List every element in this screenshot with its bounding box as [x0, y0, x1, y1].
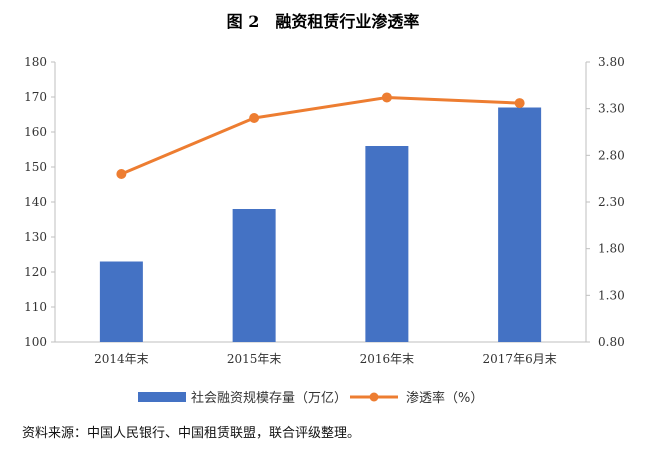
right-tick-label: 0.80 — [598, 335, 625, 349]
left-tick-label: 150 — [24, 160, 47, 174]
left-tick-label: 110 — [24, 300, 47, 314]
line-point — [381, 92, 392, 103]
left-tick-label: 170 — [24, 90, 47, 104]
left-tick-label: 130 — [24, 230, 47, 244]
left-tick-label: 180 — [24, 55, 47, 69]
category-label: 2016年末 — [360, 352, 415, 366]
bar — [99, 261, 143, 342]
source-note: 资料来源：中国人民银行、中国租赁联盟，联合评级整理。 — [22, 426, 360, 441]
category-label: 2015年末 — [227, 352, 282, 366]
legend-line-marker — [369, 392, 379, 402]
chart-title: 图 2 融资租赁行业渗透率 — [227, 12, 420, 31]
left-tick-label: 140 — [24, 195, 47, 209]
bar — [232, 209, 276, 342]
right-tick-label: 2.30 — [598, 195, 625, 209]
line-series — [116, 92, 525, 179]
line-point — [514, 98, 525, 109]
right-tick-label: 1.80 — [598, 242, 625, 256]
line-point — [249, 113, 260, 123]
series-line — [120, 95, 520, 176]
legend-bar-swatch — [138, 392, 186, 402]
legend-line-label: 渗透率（%） — [406, 390, 483, 406]
bar — [365, 146, 409, 342]
category-label: 2014年末 — [94, 352, 149, 366]
left-tick-label: 160 — [24, 125, 47, 139]
category-label: 2017年6月末 — [483, 352, 557, 366]
left-axis-ticks: 180 170 160 150 140 130 120 110 100 — [24, 55, 55, 349]
bar — [498, 107, 542, 342]
right-tick-label: 1.30 — [598, 288, 625, 302]
bar-series — [99, 107, 542, 342]
legend-bar-label: 社会融资规模存量（万亿） — [191, 390, 347, 406]
right-axis-ticks: 3.80 3.30 2.80 2.30 1.80 1.30 0.80 — [586, 55, 625, 349]
right-tick-label: 3.30 — [598, 102, 625, 116]
legend: 社会融资规模存量（万亿） 渗透率（%） — [138, 390, 483, 406]
left-tick-label: 120 — [24, 265, 47, 279]
line-point — [116, 169, 127, 179]
right-tick-label: 2.80 — [598, 148, 625, 162]
left-tick-label: 100 — [24, 335, 47, 349]
category-labels: 2014年末 2015年末 2016年末 2017年6月末 — [94, 352, 557, 366]
right-tick-label: 3.80 — [598, 55, 625, 69]
